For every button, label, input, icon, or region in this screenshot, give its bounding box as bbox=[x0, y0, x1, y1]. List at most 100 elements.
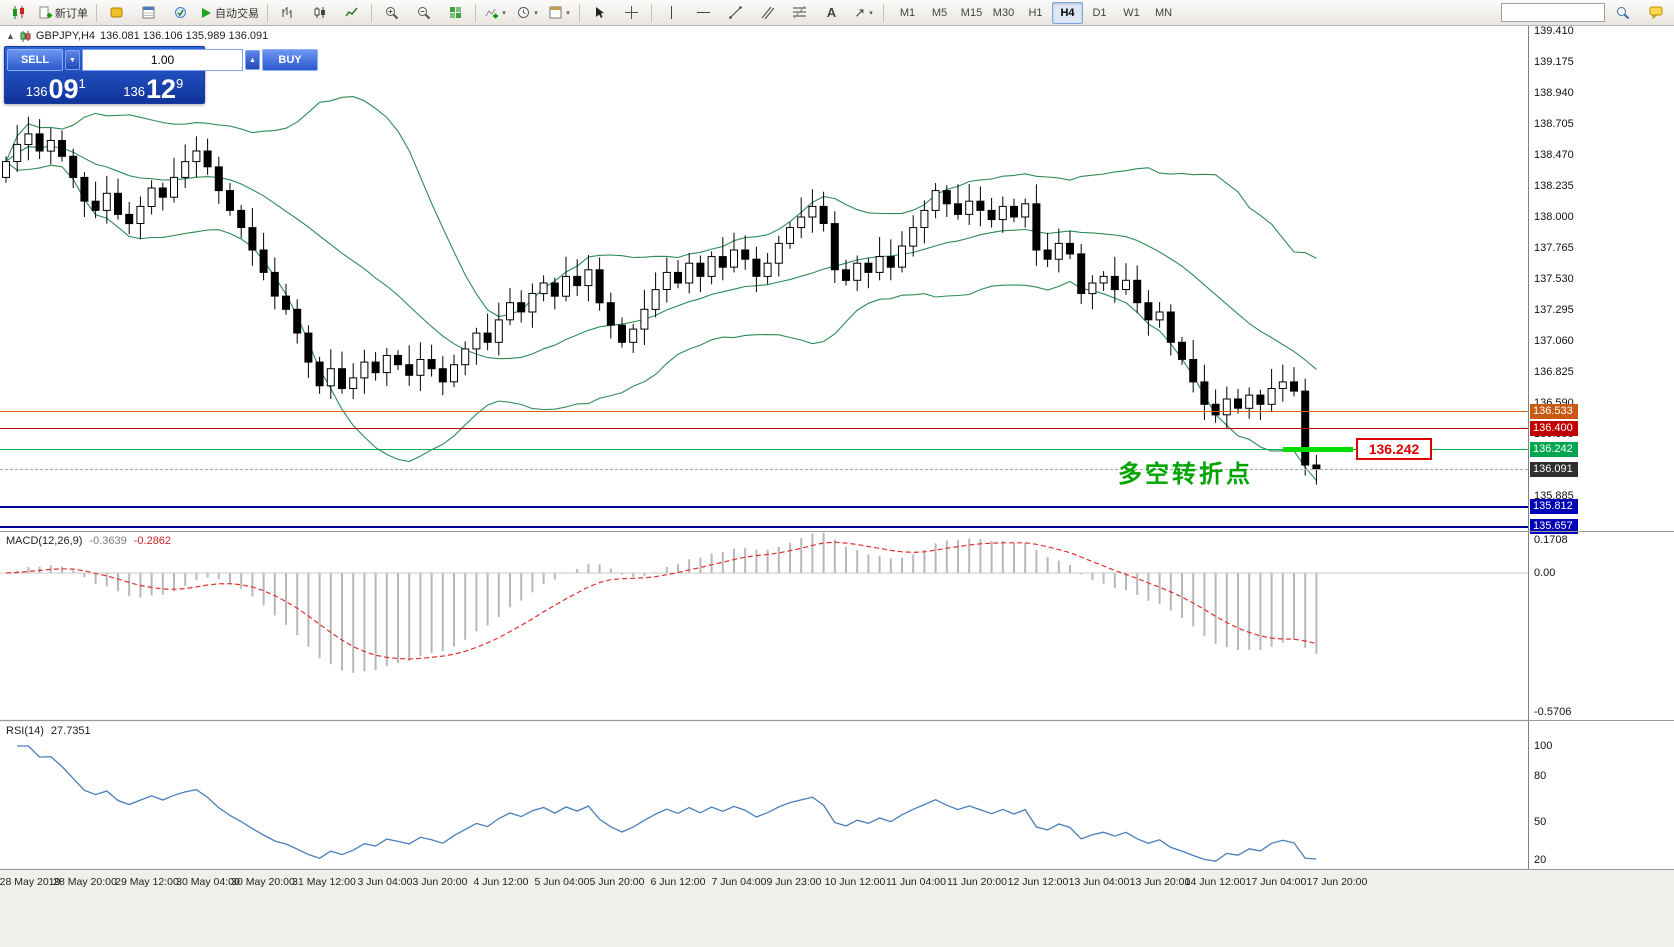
timeframe-m30[interactable]: M30 bbox=[992, 6, 1015, 19]
metaeditor-button[interactable] bbox=[101, 1, 132, 25]
time-axis-label: 17 Jun 04:00 bbox=[1245, 876, 1307, 888]
time-axis-label: 12 Jun 12:00 bbox=[1007, 876, 1069, 888]
toolbar-separator bbox=[651, 3, 652, 22]
timeframe-toolbar: M1 M5 M15 M30 H1 H4 D1 W1 MN bbox=[892, 1, 1179, 24]
pane-separator[interactable] bbox=[0, 720, 1674, 721]
volume-input[interactable] bbox=[82, 49, 243, 71]
search-input[interactable] bbox=[1501, 3, 1605, 22]
vertical-line-button[interactable] bbox=[656, 1, 687, 25]
macd-pane[interactable]: MACD(12,26,9) -0.3639 -0.2862 bbox=[0, 532, 1528, 719]
trendline-button[interactable] bbox=[720, 1, 751, 25]
toolbar-separator bbox=[883, 3, 884, 22]
rsi-pane[interactable]: RSI(14) 27.7351 bbox=[0, 722, 1528, 868]
timeframe-h1[interactable]: H1 bbox=[1028, 6, 1043, 19]
arrows-button[interactable]: ↗ ▾ bbox=[848, 1, 879, 25]
time-axis-label: 13 Jun 04:00 bbox=[1068, 876, 1130, 888]
candlestick-type-button[interactable] bbox=[304, 1, 335, 25]
new-order-button[interactable]: 新订单 bbox=[35, 1, 92, 25]
time-axis-label: 3 Jun 20:00 bbox=[412, 876, 468, 888]
time-axis-label: 10 Jun 12:00 bbox=[824, 876, 886, 888]
fibonacci-button[interactable] bbox=[784, 1, 815, 25]
trendline-icon bbox=[729, 6, 742, 19]
toolbar-right-group bbox=[1501, 1, 1671, 25]
timeframe-d1[interactable]: D1 bbox=[1092, 6, 1107, 19]
bollinger-upper-band bbox=[5, 96, 1317, 318]
timeframe-h4[interactable]: H4 bbox=[1052, 1, 1083, 24]
periods-clock-icon bbox=[518, 7, 530, 18]
search-button[interactable] bbox=[1607, 1, 1638, 25]
volume-up-button[interactable]: ▲ bbox=[245, 50, 260, 70]
pane-separator[interactable] bbox=[0, 531, 1674, 532]
turning-point-annotation[interactable]: 多空转折点 bbox=[1118, 461, 1253, 488]
crosshair-button[interactable] bbox=[616, 1, 647, 25]
volume-down-button[interactable]: ▼ bbox=[65, 50, 80, 70]
horizontal-line-button[interactable] bbox=[688, 1, 719, 25]
macd-chart bbox=[0, 532, 1528, 673]
timeframe-m1[interactable]: M1 bbox=[899, 6, 916, 19]
sell-price-pip: 1 bbox=[78, 76, 86, 91]
one-click-collapse-icon[interactable]: ▲ bbox=[6, 31, 15, 41]
chat-icon bbox=[1649, 6, 1662, 19]
pane-separator bbox=[0, 869, 1674, 870]
sell-price-button[interactable]: 136 09 1 bbox=[7, 71, 105, 105]
timeframe-w1[interactable]: W1 bbox=[1123, 6, 1140, 19]
macd-histogram bbox=[16, 532, 1318, 673]
zoom-out-button[interactable] bbox=[408, 1, 439, 25]
templates-button[interactable]: ▾ bbox=[544, 1, 575, 25]
timeframe-m5[interactable]: M5 bbox=[931, 6, 948, 19]
timeframe-mn[interactable]: MN bbox=[1154, 6, 1173, 19]
data-window-icon bbox=[175, 7, 186, 18]
tile-windows-icon bbox=[450, 7, 461, 18]
time-axis-label: 5 Jun 20:00 bbox=[589, 876, 645, 888]
vertical-line-icon bbox=[671, 6, 672, 19]
buy-price-button[interactable]: 136 12 9 bbox=[105, 71, 203, 105]
candles-logo-icon bbox=[13, 6, 24, 19]
horizontal-level-line[interactable] bbox=[0, 449, 1528, 450]
bar-chart-type-button[interactable] bbox=[272, 1, 303, 25]
market-watch-button[interactable] bbox=[133, 1, 164, 25]
line-chart-type-icon bbox=[345, 7, 358, 17]
highlight-segment[interactable] bbox=[1283, 447, 1353, 452]
data-window-button[interactable] bbox=[165, 1, 196, 25]
horizontal-level-line[interactable] bbox=[0, 506, 1528, 508]
new-order-icon bbox=[39, 6, 52, 19]
sell-button[interactable]: SELL bbox=[7, 49, 63, 71]
horizontal-level-line[interactable] bbox=[0, 428, 1528, 429]
indicators-icon bbox=[485, 8, 499, 19]
toolbar-separator bbox=[579, 3, 580, 22]
tile-windows-button[interactable] bbox=[440, 1, 471, 25]
bar-chart-type-icon bbox=[282, 7, 292, 18]
price-flag-label[interactable]: 136.242 bbox=[1356, 438, 1432, 460]
periods-button[interactable]: ▾ bbox=[512, 1, 543, 25]
time-axis-label: 13 Jun 20:00 bbox=[1129, 876, 1191, 888]
price-scale[interactable]: 139.410 139.175 138.940 138.705 138.470 138.2… bbox=[1528, 25, 1674, 869]
time-axis-label: 5 Jun 04:00 bbox=[534, 876, 590, 888]
templates-icon bbox=[549, 6, 562, 19]
buy-button[interactable]: BUY bbox=[262, 49, 318, 71]
rsi-scale-label: 100 bbox=[1534, 740, 1553, 752]
current-price-line[interactable] bbox=[0, 469, 1528, 470]
price-scale-label: 137.765 bbox=[1534, 242, 1574, 254]
sell-price-big: 09 bbox=[48, 74, 79, 105]
indicators-button[interactable]: ▾ bbox=[480, 1, 511, 25]
price-scale-badge: 135.812 bbox=[1530, 499, 1578, 514]
sell-price-base: 136 bbox=[25, 84, 48, 99]
community-button[interactable] bbox=[1640, 1, 1671, 25]
price-scale-label: 138.705 bbox=[1534, 118, 1574, 130]
text-button[interactable]: A bbox=[816, 1, 847, 25]
line-chart-type-button[interactable] bbox=[336, 1, 367, 25]
candlestick-series bbox=[2, 116, 1321, 485]
cursor-button[interactable] bbox=[584, 1, 615, 25]
timeframe-m15[interactable]: M15 bbox=[960, 6, 983, 19]
buy-price-big: 12 bbox=[145, 74, 176, 105]
horizontal-level-line[interactable] bbox=[0, 526, 1528, 528]
autotrading-button[interactable]: 自动交易 bbox=[197, 1, 263, 25]
channel-button[interactable] bbox=[752, 1, 783, 25]
rsi-name: RSI(14) bbox=[6, 725, 44, 737]
zoom-in-button[interactable] bbox=[376, 1, 407, 25]
main-chart-pane[interactable]: ▲ GBPJPY,H4 136.081 136.106 135.989 136.… bbox=[0, 26, 1528, 531]
price-scale-label: 138.470 bbox=[1534, 149, 1574, 161]
time-axis[interactable]: 28 May 2019 28 May 20:00 29 May 12:00 30 Ma… bbox=[0, 870, 1674, 947]
horizontal-level-line[interactable] bbox=[0, 411, 1528, 412]
rsi-chart bbox=[17, 745, 1317, 862]
